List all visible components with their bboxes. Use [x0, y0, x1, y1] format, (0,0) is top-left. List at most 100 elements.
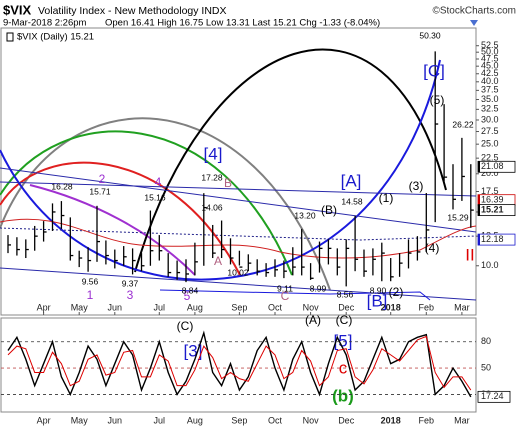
y-tick-label: 42.5 [481, 68, 499, 78]
price-panel [0, 27, 477, 316]
value-label: 12.18 [481, 234, 504, 244]
y-tick-label: 10.0 [481, 260, 499, 270]
value-label: 16.39 [481, 195, 504, 205]
annotation: 15.29 [447, 212, 469, 222]
trendline [0, 181, 477, 197]
x-tick-label: Nov [303, 415, 320, 425]
x-tick-label: Dec [338, 302, 355, 312]
annotation: 5 [184, 289, 191, 303]
annotation: 3 [127, 288, 134, 302]
legend-icon [6, 32, 14, 42]
value-label-color [478, 161, 480, 173]
annotation: 9.37 [122, 278, 139, 288]
annotation: [A] [341, 171, 362, 190]
x-tick-label: Oct [268, 302, 283, 312]
x-tick-label: Jul [154, 302, 166, 312]
oscillator-line [7, 335, 472, 391]
annotation: 14.58 [341, 196, 363, 206]
annotation: 13.20 [294, 210, 316, 220]
moving-average-red [0, 218, 477, 259]
date: 9-Mar-2018 2:26pm [3, 18, 87, 29]
x-tick-label: Oct [268, 415, 283, 425]
value-label: 15.21 [481, 204, 504, 214]
y-tick-label: 50 [481, 362, 491, 372]
annotation: 17.28 [201, 172, 223, 182]
x-tick-label: Dec [338, 415, 355, 425]
annotation: 10.02 [227, 267, 249, 277]
annotation: [B] [367, 291, 388, 310]
legend: $VIX (Daily) 15.21 [17, 32, 94, 43]
annotation: C [281, 289, 290, 303]
annotation: (b) [332, 386, 354, 405]
annotation: (C) [336, 313, 353, 327]
annotation: [4] [204, 144, 223, 163]
annotation: (3) [409, 179, 424, 193]
annotation: (C) [177, 319, 194, 333]
annotation: [C] [423, 61, 445, 80]
annotation: (2) [389, 285, 404, 299]
y-tick-label: 30.0 [481, 114, 499, 124]
y-tick-label: 47.5 [481, 53, 499, 63]
value-label-color [478, 204, 480, 216]
y-tick-label: 25.0 [481, 139, 499, 149]
y-tick-label: 32.5 [481, 104, 499, 114]
annotation: (1) [379, 191, 394, 205]
purple-arc [29, 184, 196, 276]
y-tick-label: 52.5 [481, 40, 499, 50]
annotation: 15.71 [89, 186, 111, 196]
annotation: [3] [184, 341, 203, 360]
trendline [0, 167, 477, 233]
x-tick-label: Apr [37, 302, 51, 312]
y-tick-label: 20.0 [481, 168, 499, 178]
black-arc [134, 48, 447, 273]
annotation: 2 [99, 172, 106, 186]
x-tick-label: Sep [231, 415, 247, 425]
dropdown-icon [470, 20, 478, 26]
annotation: 15.16 [144, 192, 166, 202]
annotation: 9.11 [277, 283, 293, 293]
annotation: [5] [334, 331, 353, 350]
copyright: ©StockCharts.com [432, 6, 516, 17]
x-tick-label: Apr [37, 415, 51, 425]
annotation: 14.06 [201, 202, 223, 212]
annotation: B [224, 176, 232, 190]
x-tick-label: Aug [187, 302, 203, 312]
annotation: 8.90 [370, 285, 387, 295]
annotation: 8.99 [310, 283, 327, 293]
trendlines [0, 167, 477, 301]
x-tick-label: Mar [454, 415, 470, 425]
x-tick-label: Jun [108, 415, 123, 425]
annotation: II [465, 245, 474, 264]
y-tick-label: 40.0 [481, 76, 499, 86]
x-tick-label: Jul [154, 415, 166, 425]
oscillator-panel [0, 317, 477, 413]
x-tick-label: Nov [303, 302, 320, 312]
annotation: (5) [430, 93, 445, 107]
trendline [0, 267, 477, 301]
y-tick-label: 27.5 [481, 126, 499, 136]
annotation: 8.84 [182, 285, 199, 295]
y-tick-label: 80 [481, 336, 491, 346]
y-tick-label: 35.0 [481, 94, 499, 104]
y-tick-label: 17.5 [481, 186, 499, 196]
annotation: A [214, 254, 222, 268]
green-arc [0, 130, 293, 276]
annotation: 16.28 [51, 181, 73, 191]
value-label-color [478, 234, 480, 246]
value-label-color [478, 194, 480, 206]
y-tick-label: 45.0 [481, 61, 499, 71]
blue-arc [0, 59, 441, 281]
value-label: 17.24 [481, 391, 504, 401]
moving-average-dotted [0, 227, 477, 241]
quote: Open 16.41 High 16.75 Low 13.31 Last 15.… [105, 18, 380, 29]
x-tick-label: May [71, 302, 89, 312]
x-tick-label: Jun [108, 302, 123, 312]
x-tick-label: Mar [454, 302, 470, 312]
annotation: 26.22 [452, 119, 474, 129]
x-tick-label: 2018 [381, 302, 401, 312]
annotation: 4 [155, 175, 162, 189]
y-tick-label: 22.5 [481, 153, 499, 163]
annotation: (4) [425, 241, 440, 255]
x-tick-label: Aug [187, 415, 203, 425]
